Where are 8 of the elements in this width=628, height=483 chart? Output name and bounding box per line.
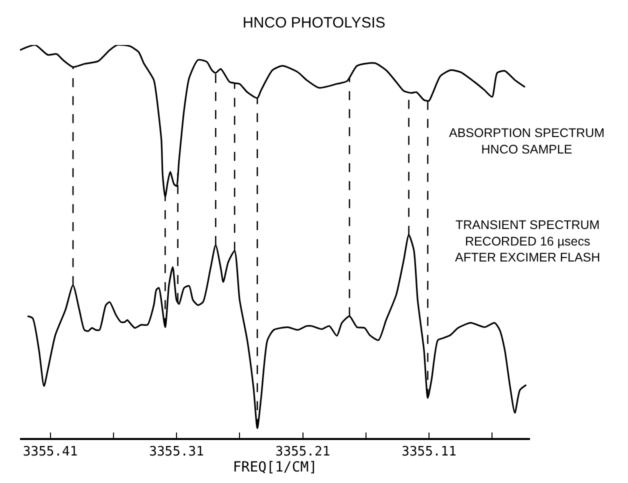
x-tick-label: 3355.11 xyxy=(402,444,456,460)
x-tick-label: 3355.41 xyxy=(22,444,78,460)
chart-title: HNCO PHOTOLYSIS xyxy=(242,14,386,32)
annotation: ABSORPTION SPECTRUM HNCO SAMPLE xyxy=(449,126,605,156)
x-tick-label: 3355.31 xyxy=(149,444,204,460)
x-tick-label: 3355.21 xyxy=(275,444,330,460)
x-axis-title: FREQ[1/CM] xyxy=(232,459,318,476)
annotation: TRANSIENT SPECTRUM RECORDED 16 µsecs AFTER EXCIMER FLASH xyxy=(455,218,600,264)
